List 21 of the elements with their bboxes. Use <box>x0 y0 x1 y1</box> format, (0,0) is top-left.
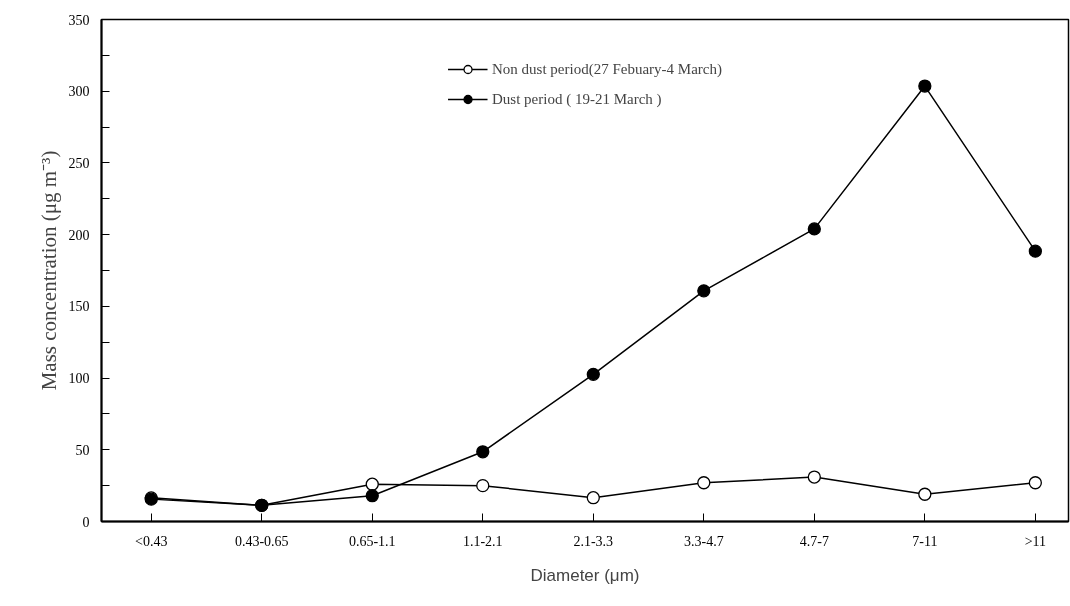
x-tick-label: <0.43 <box>135 533 168 549</box>
y-tick-label: 0 <box>82 514 90 530</box>
y-tick-label: 250 <box>68 155 90 171</box>
x-tick-label: 4.7-7 <box>799 533 829 549</box>
x-tick-label: 3.3-4.7 <box>683 533 724 549</box>
x-tick-label: 2.1-3.3 <box>573 533 614 549</box>
y-tick-label: 100 <box>68 371 90 387</box>
x-axis-title: Diameter (μm) <box>530 565 640 585</box>
y-tick-label: 200 <box>68 227 90 243</box>
y-tick-label: 350 <box>68 12 90 28</box>
x-tick-label: 0.43-0.65 <box>234 533 289 549</box>
y-tick-label: 150 <box>68 299 90 315</box>
y-tick-label: 300 <box>68 84 90 100</box>
x-tick-label: 1.1-2.1 <box>462 533 503 549</box>
legend-label: Non dust period(27 Febuary-4 March) <box>492 60 722 78</box>
x-tick-label: 0.65-1.1 <box>348 533 396 549</box>
y-axis-title: Mass concentration (μg m⁻³) <box>36 150 61 391</box>
x-tick-label: 7-11 <box>912 533 938 549</box>
y-tick-label: 50 <box>75 442 90 458</box>
legend-label: Dust period ( 19-21 March ) <box>492 90 662 108</box>
x-tick-label: >11 <box>1024 533 1047 549</box>
